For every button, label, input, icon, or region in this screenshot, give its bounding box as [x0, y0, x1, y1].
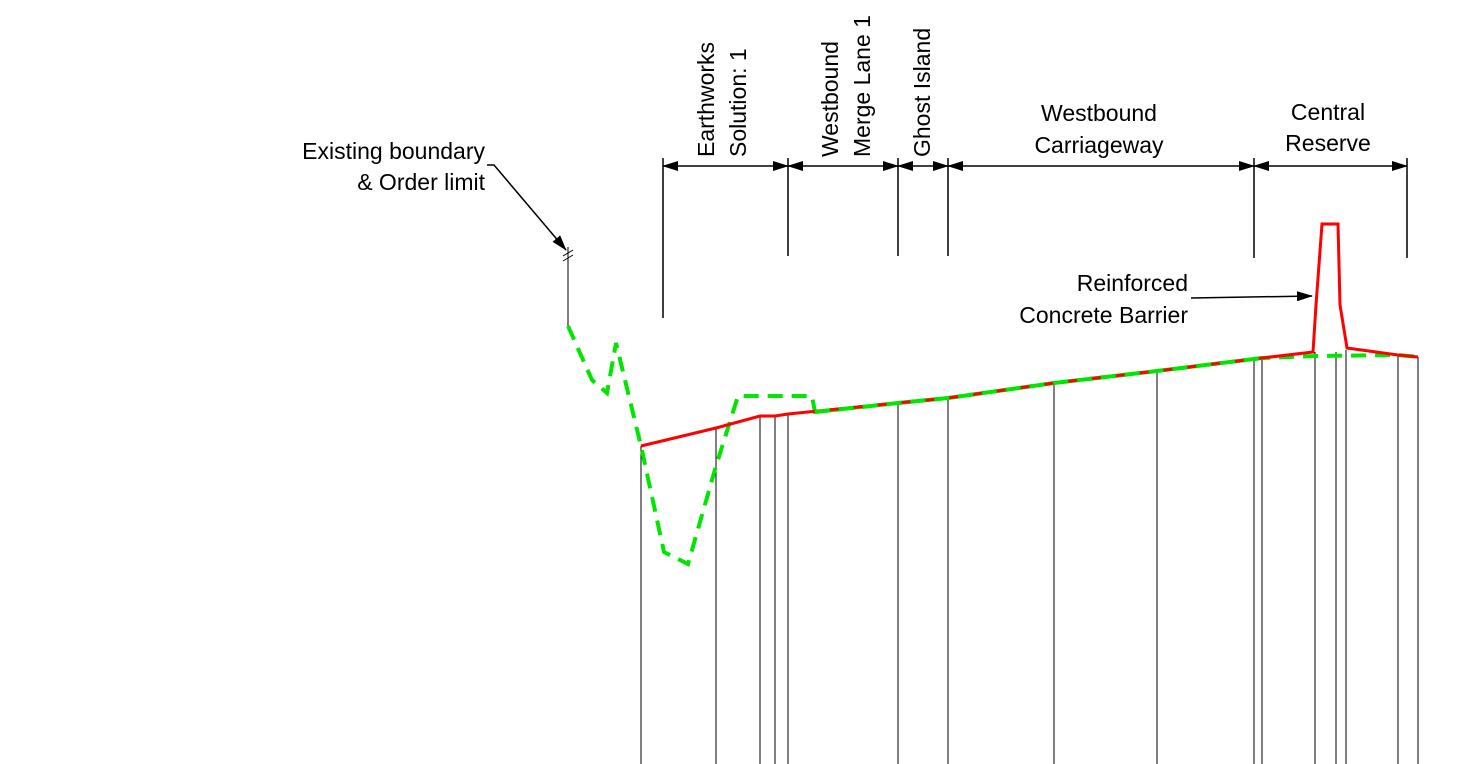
vertical-grid-lines: [640, 350, 1419, 764]
label-merge-line1: Westbound: [817, 41, 843, 157]
label-ghost-island: Ghost Island: [909, 28, 935, 157]
existing-ground-profile: [566, 325, 1421, 567]
label-barrier-line2: Concrete Barrier: [1019, 302, 1188, 328]
label-carriageway-line1: Westbound: [1041, 100, 1157, 126]
boundary-marker: [562, 247, 574, 326]
existing-ground-overlay: [814, 356, 1263, 414]
label-carriageway-line2: Carriageway: [1034, 132, 1164, 158]
label-merge-line2: Merge Lane 1: [849, 15, 875, 157]
label-earthworks-line2: Solution: 1: [725, 48, 751, 157]
label-central-reserve-line2: Reserve: [1285, 130, 1371, 156]
boundary-tick: [562, 249, 574, 257]
label-central-reserve-line1: Central: [1291, 99, 1365, 125]
extension-lines: [662, 158, 1408, 318]
label-earthworks-line1: Earthworks: [693, 42, 719, 157]
barrier-leader: [1190, 291, 1313, 302]
label-boundary-line1: Existing boundary: [302, 138, 485, 164]
proposed-road-profile: [640, 222, 1419, 448]
boundary-tick: [562, 254, 574, 262]
label-boundary-line2: & Order limit: [357, 169, 485, 195]
label-barrier-line1: Reinforced: [1077, 270, 1188, 296]
boundary-leader: [487, 164, 567, 251]
